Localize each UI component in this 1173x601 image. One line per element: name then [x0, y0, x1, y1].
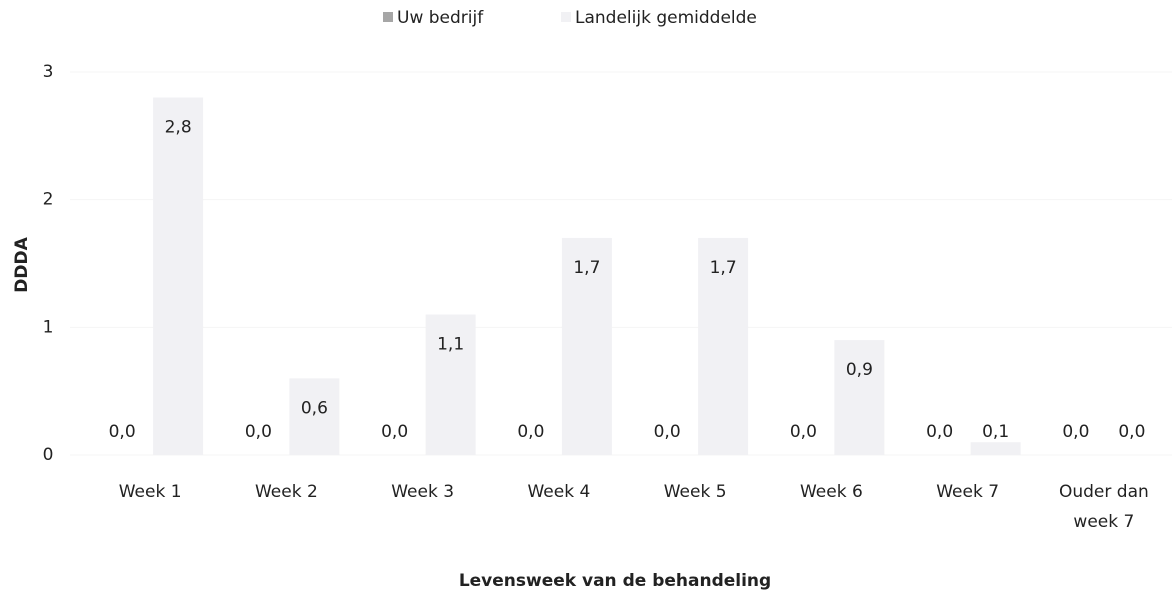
y-tick-label: 3 — [43, 62, 54, 82]
legend-label: Uw bedrijf — [397, 8, 484, 28]
bar — [970, 442, 1021, 455]
value-label: 0,0 — [1062, 422, 1089, 442]
x-tick-label: Week 7 — [936, 482, 999, 502]
value-label: 2,8 — [165, 118, 192, 138]
bar — [153, 97, 204, 456]
x-tick-label: Week 5 — [664, 482, 727, 502]
value-label: 1,1 — [437, 335, 464, 355]
value-label: 0,0 — [381, 422, 408, 442]
value-label: 0,0 — [517, 422, 544, 442]
x-tick-label: Week 6 — [800, 482, 863, 502]
y-tick-label: 1 — [43, 317, 54, 337]
x-tick-label: Ouder dan week 7 — [1059, 482, 1149, 532]
value-label: 1,7 — [710, 258, 737, 278]
x-axis-title: Levensweek van de behandeling — [459, 571, 771, 591]
x-tick-label: Week 2 — [255, 482, 318, 502]
bar — [425, 314, 476, 455]
value-label: 0,0 — [109, 422, 136, 442]
legend-label: Landelijk gemiddelde — [575, 8, 757, 28]
value-label: 1,7 — [573, 258, 600, 278]
value-label: 0,0 — [654, 422, 681, 442]
x-tick-label: Week 1 — [119, 482, 182, 502]
value-label: 0,0 — [245, 422, 272, 442]
x-tick-line: week 7 — [1073, 512, 1134, 532]
y-tick-label: 2 — [43, 190, 54, 210]
bar — [834, 340, 885, 455]
legend-swatch — [383, 12, 393, 22]
bar — [561, 237, 612, 455]
y-tick-label: 0 — [43, 445, 54, 465]
legend-swatch — [561, 12, 571, 22]
bar — [698, 237, 749, 455]
y-axis-title: DDDA — [12, 236, 32, 292]
x-tick-label: Week 4 — [527, 482, 590, 502]
value-label: 0,6 — [301, 398, 328, 418]
value-label: 0,0 — [926, 422, 953, 442]
value-label: 0,9 — [846, 360, 873, 380]
value-label: 0,1 — [982, 422, 1009, 442]
x-tick-line: Ouder dan — [1059, 482, 1149, 502]
value-label: 0,0 — [1118, 422, 1145, 442]
x-tick-label: Week 3 — [391, 482, 454, 502]
value-label: 0,0 — [790, 422, 817, 442]
bar — [289, 378, 340, 455]
